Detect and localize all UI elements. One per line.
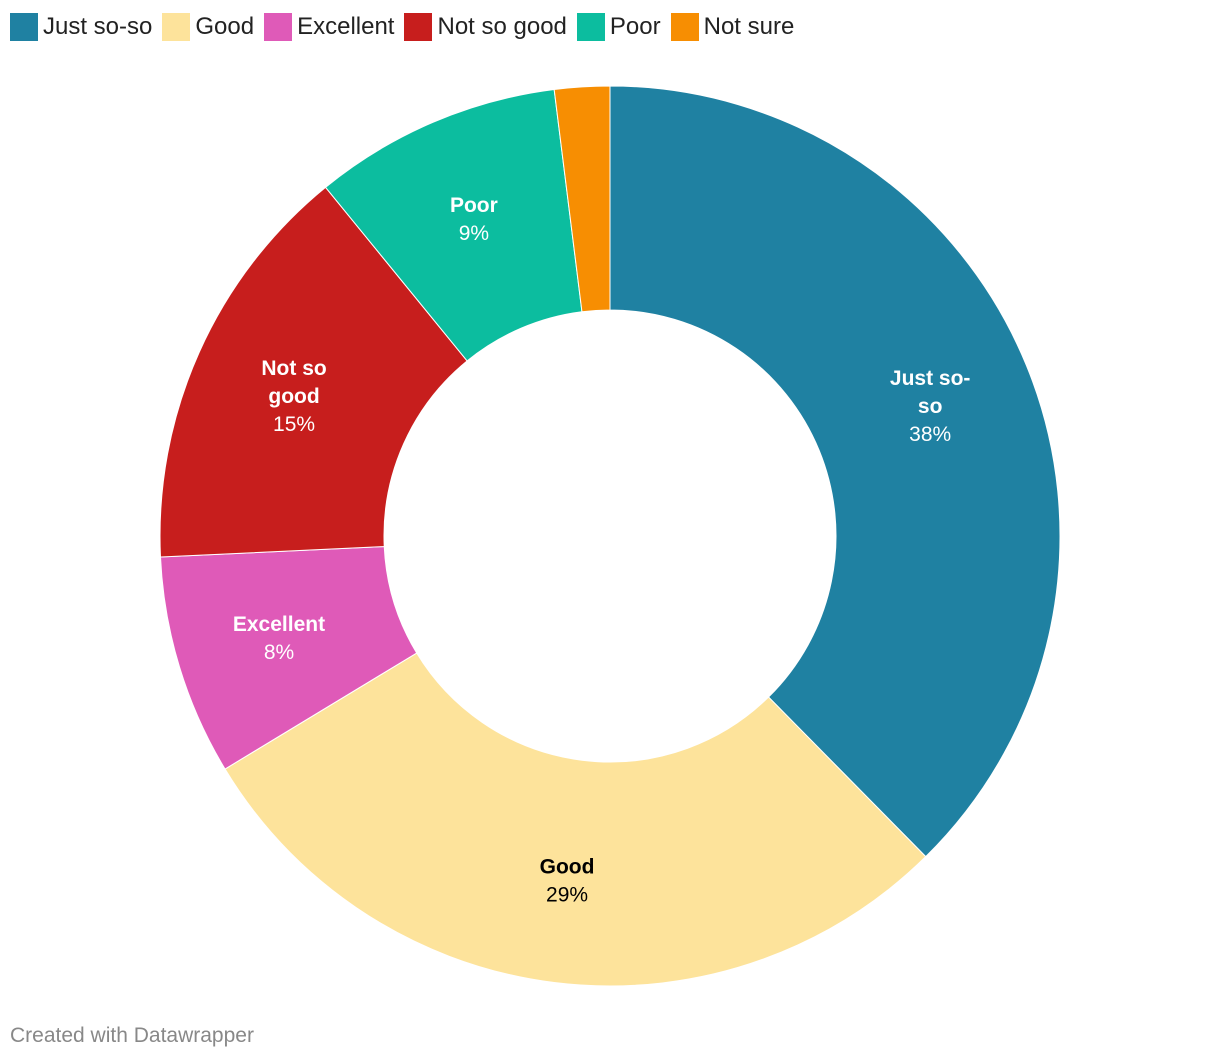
legend-label: Poor xyxy=(609,13,661,40)
datawrapper-credit: Created with Datawrapper xyxy=(10,1024,254,1047)
slice-name-label: Good xyxy=(540,855,595,878)
donut-slice-good xyxy=(224,652,927,987)
slice-value-label: 8% xyxy=(264,641,294,664)
legend-label: Not sure xyxy=(703,13,795,40)
slice-name-label: Excellent xyxy=(233,613,325,636)
legend-item: Excellent xyxy=(264,12,394,42)
legend-label: Just so-so xyxy=(43,13,153,40)
slice-name-label: so xyxy=(918,395,943,418)
donut-slice-labels: Just so-so 38% Good 29% Excellent 8% Not so goo… xyxy=(233,194,971,906)
slice-name-label: Not so xyxy=(261,357,326,380)
legend-swatch xyxy=(162,13,191,41)
donut-slice-not-so-good xyxy=(159,186,468,558)
legend-item: Poor xyxy=(576,12,661,42)
legend-label: Good xyxy=(195,13,255,40)
legend-item: Just so-so xyxy=(10,12,152,42)
legend-swatch xyxy=(670,13,699,41)
slice-name-label: Just so- xyxy=(890,367,971,390)
donut-slice-not-sure xyxy=(553,85,611,313)
legend-item: Not so good xyxy=(404,12,567,42)
legend-item: Good xyxy=(162,12,254,42)
legend-label: Excellent xyxy=(297,13,395,40)
chart-legend: Just so-so Good Excellent Not so good Poor No… xyxy=(10,12,804,42)
donut-slices xyxy=(159,85,1061,987)
legend-swatch xyxy=(10,13,38,41)
slice-value-label: 15% xyxy=(273,413,315,436)
slice-value-label: 29% xyxy=(546,883,588,906)
legend-item: Not sure xyxy=(670,12,795,42)
legend-swatch xyxy=(264,13,293,41)
slice-name-label: Poor xyxy=(450,194,498,217)
legend-label: Not so good xyxy=(437,13,567,40)
legend-swatch xyxy=(576,13,605,41)
slice-value-label: 38% xyxy=(909,423,951,446)
legend-swatch xyxy=(404,13,433,41)
donut-slice-just-so-so xyxy=(609,85,1061,858)
slice-value-label: 9% xyxy=(459,222,489,245)
slice-name-label: good xyxy=(268,385,319,408)
